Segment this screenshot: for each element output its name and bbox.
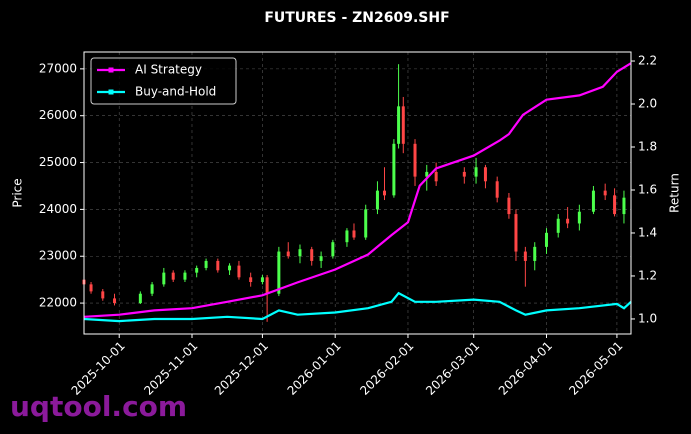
candle-body [310, 249, 314, 261]
candle-body [544, 232, 548, 247]
y-tick-label: 25000 [39, 155, 77, 169]
candle-body [277, 251, 281, 294]
candle-body [495, 181, 499, 198]
candle-body [331, 242, 335, 257]
candle-body [397, 106, 401, 144]
y-axis-label: Price [11, 178, 25, 207]
candle-body [462, 171, 466, 177]
legend-label: AI Strategy [135, 63, 202, 77]
candle-body [591, 190, 595, 212]
candle-body [401, 106, 405, 144]
y-tick-label: 23000 [39, 249, 77, 263]
candle-body [345, 230, 349, 243]
y2-axis-label: Return [668, 173, 682, 213]
candle-body [183, 272, 187, 280]
candle-body [260, 277, 264, 283]
candle-body [319, 256, 323, 261]
candle-body [162, 272, 166, 285]
candle-body [113, 298, 117, 304]
candle-body [533, 246, 537, 261]
y2-tick-label: 1.6 [638, 182, 657, 196]
series-line [83, 291, 632, 323]
chart-title: FUTURES - ZN2609.SHF [264, 10, 449, 26]
y-tick-label: 27000 [39, 61, 77, 75]
candle-body [474, 167, 478, 177]
candle-body [352, 230, 356, 238]
candle-body [434, 171, 438, 182]
candle-body [566, 218, 570, 224]
y2-tick-label: 1.2 [638, 268, 657, 282]
candle-body [249, 277, 253, 283]
candle-body [382, 190, 386, 196]
candle-body [364, 209, 368, 238]
candle-body [375, 190, 379, 210]
candle-body [613, 195, 617, 215]
y2-tick-label: 1.8 [638, 140, 657, 154]
candle-body [216, 260, 220, 271]
y2-tick-label: 1.0 [638, 311, 657, 325]
series-line [83, 62, 632, 318]
candle-body [138, 293, 142, 304]
y2-tick-label: 2.0 [638, 97, 657, 111]
plot-frame [83, 51, 632, 335]
candle-body [286, 251, 290, 257]
legend-marker [108, 67, 114, 73]
candle-body [195, 267, 199, 273]
y-tick-label: 22000 [39, 296, 77, 310]
candle-body [523, 251, 527, 261]
candle-body [392, 143, 396, 196]
plot-area [82, 52, 632, 334]
legend-marker [108, 89, 114, 95]
y2-tick-label: 2.2 [638, 54, 657, 68]
y-tick-label: 24000 [39, 202, 77, 216]
candle-body [425, 171, 429, 177]
candle-body [622, 197, 626, 215]
y2-tick-label: 1.4 [638, 225, 657, 239]
candle-body [603, 190, 607, 196]
candle-body [556, 218, 560, 233]
y-tick-label: 26000 [39, 108, 77, 122]
candle-body [298, 249, 302, 257]
candle-body [150, 284, 154, 294]
candle-body [228, 265, 232, 271]
candle-body [514, 214, 518, 252]
candle-body [101, 291, 105, 299]
legend-label: Buy-and-Hold [135, 85, 216, 99]
candle-body [265, 277, 269, 294]
candle-body [413, 143, 417, 177]
legend-box [90, 57, 237, 105]
candle-body [237, 265, 241, 278]
candle-body [89, 284, 93, 292]
watermark: uqtool.com [10, 390, 187, 423]
candle-body [577, 211, 581, 224]
candle-body [483, 167, 487, 182]
candle-body [507, 197, 511, 215]
candle-body [204, 260, 208, 268]
candle-body [171, 272, 175, 280]
